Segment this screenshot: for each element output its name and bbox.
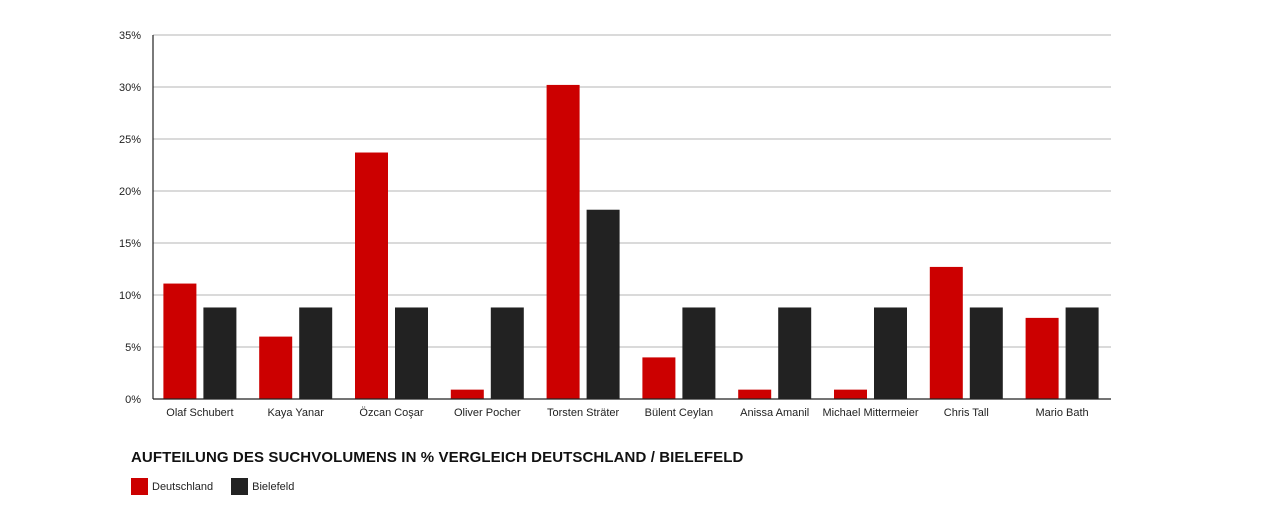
legend-item-bielefeld: Bielefeld xyxy=(231,478,294,495)
gridlines xyxy=(153,34,1111,348)
x-tick-label: Özcan Coşar xyxy=(359,407,424,419)
bar-deutschland xyxy=(642,357,676,399)
y-tick-label: 20% xyxy=(119,186,141,198)
y-tick-label: 0% xyxy=(125,394,141,406)
y-tick-label: 30% xyxy=(119,82,141,94)
bar-deutschland xyxy=(163,283,197,399)
legend-item-deutschland: Deutschland xyxy=(131,478,213,495)
x-tick-label: Oliver Pocher xyxy=(454,407,521,419)
x-tick-label: Michael Mittermeier xyxy=(823,407,919,419)
legend: Deutschland Bielefeld xyxy=(131,478,312,495)
chart-title: AUFTEILUNG DES SUCHVOLUMENS IN % VERGLEI… xyxy=(131,449,744,466)
x-tick-label: Torsten Sträter xyxy=(547,407,619,419)
bar-bielefeld xyxy=(778,307,812,399)
x-axis-ticks: Olaf Schubert Kaya Yanar Özcan Coşar Oliver… xyxy=(166,407,1088,419)
x-tick-label: Anissa Amanil xyxy=(740,407,809,419)
bar-deutschland xyxy=(834,389,867,399)
bar-bielefeld xyxy=(490,307,524,399)
y-tick-label: 5% xyxy=(125,342,141,354)
x-tick-label: Olaf Schubert xyxy=(166,407,233,419)
bar-bielefeld xyxy=(682,307,716,399)
y-tick-label: 35% xyxy=(119,30,141,42)
legend-swatch-bielefeld xyxy=(231,478,249,495)
y-tick-label: 25% xyxy=(119,134,141,146)
y-tick-label: 10% xyxy=(119,290,141,302)
legend-label-deutschland: Deutschland xyxy=(152,480,214,493)
bar-deutschland xyxy=(450,389,484,399)
bar-bielefeld xyxy=(969,307,1003,399)
bar-deutschland xyxy=(546,84,580,400)
bar-chart: 0% 5% 10% 15% 20% 25% 30% 35% Olaf Schubert Kaya… xyxy=(119,30,1111,419)
legend-swatch-deutschland xyxy=(131,478,148,495)
y-tick-label: 15% xyxy=(119,238,141,250)
bars xyxy=(163,84,1099,400)
bar-deutschland xyxy=(929,266,963,399)
legend-label-bielefeld: Bielefeld xyxy=(252,480,295,493)
x-tick-label: Mario Bath xyxy=(1035,407,1088,419)
x-tick-label: Kaya Yanar xyxy=(267,407,324,419)
bar-deutschland xyxy=(1025,317,1059,399)
x-tick-label: Bülent Ceylan xyxy=(645,407,714,419)
bar-bielefeld xyxy=(395,307,428,399)
bar-bielefeld xyxy=(299,307,333,399)
bar-bielefeld xyxy=(1065,307,1099,399)
bar-deutschland xyxy=(355,152,388,399)
y-axis-ticks: 0% 5% 10% 15% 20% 25% 30% 35% xyxy=(119,30,141,406)
bar-deutschland xyxy=(259,336,293,399)
bar-bielefeld xyxy=(874,307,907,399)
bar-bielefeld xyxy=(203,307,237,399)
bar-deutschland xyxy=(738,389,772,399)
x-tick-label: Chris Tall xyxy=(944,407,989,419)
bar-bielefeld xyxy=(586,209,620,399)
